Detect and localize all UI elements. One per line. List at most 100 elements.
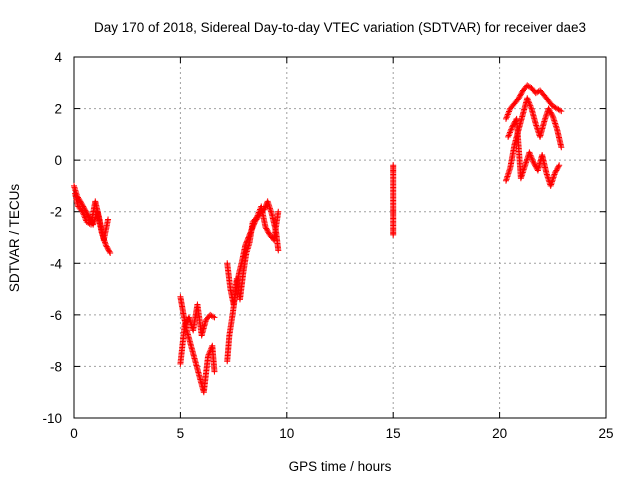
data-points bbox=[71, 82, 565, 396]
data-point bbox=[510, 122, 517, 129]
data-point bbox=[106, 248, 113, 255]
x-tick-label: 10 bbox=[279, 426, 294, 441]
data-point bbox=[505, 132, 512, 139]
data-point bbox=[504, 111, 511, 118]
y-tick-label: -8 bbox=[50, 359, 62, 374]
data-point bbox=[507, 128, 514, 135]
data-point bbox=[508, 126, 515, 133]
data-point bbox=[80, 210, 87, 217]
data-point bbox=[556, 162, 563, 169]
data-point bbox=[556, 107, 563, 114]
x-tick-label: 15 bbox=[386, 426, 401, 441]
data-point bbox=[517, 91, 524, 98]
data-point bbox=[105, 246, 112, 253]
x-tick-label: 0 bbox=[70, 426, 78, 441]
y-tick-label: -4 bbox=[50, 256, 62, 271]
x-tick-label: 20 bbox=[492, 426, 507, 441]
data-point bbox=[527, 102, 534, 109]
data-point bbox=[515, 95, 522, 102]
data-point bbox=[210, 313, 217, 320]
data-point bbox=[546, 106, 553, 113]
data-point bbox=[102, 242, 109, 249]
data-point bbox=[552, 168, 559, 175]
x-tick-label: 25 bbox=[598, 426, 613, 441]
data-point bbox=[502, 115, 509, 122]
axis-ticks: 0 5 10 15 20 25 -10 -8 -6 -4 -2 0 2 4 bbox=[42, 50, 613, 441]
data-point bbox=[510, 121, 517, 128]
data-point bbox=[390, 231, 397, 238]
data-point bbox=[81, 214, 88, 221]
data-point bbox=[548, 110, 555, 117]
data-point bbox=[275, 208, 282, 215]
x-tick-label: 5 bbox=[177, 426, 185, 441]
data-point bbox=[545, 105, 552, 112]
data-point bbox=[103, 243, 110, 250]
x-axis-label: GPS time / hours bbox=[289, 459, 392, 474]
data-point bbox=[254, 212, 261, 219]
data-point bbox=[506, 129, 513, 136]
plot-frame bbox=[73, 56, 607, 419]
data-point bbox=[528, 153, 535, 160]
data-point bbox=[79, 208, 86, 215]
data-point bbox=[263, 226, 270, 233]
y-tick-label: 0 bbox=[54, 153, 62, 168]
data-point bbox=[527, 104, 534, 111]
data-point bbox=[529, 156, 536, 163]
data-point bbox=[82, 216, 89, 223]
data-point bbox=[107, 249, 114, 256]
data-point bbox=[508, 125, 515, 132]
data-point bbox=[547, 109, 554, 116]
data-point bbox=[211, 314, 218, 321]
data-point bbox=[526, 101, 533, 108]
y-tick-label: -6 bbox=[50, 308, 62, 323]
data-point bbox=[506, 108, 513, 115]
data-point bbox=[527, 152, 534, 159]
y-tick-label: -2 bbox=[50, 205, 62, 220]
chart-title: Day 170 of 2018, Sidereal Day-to-day VTE… bbox=[94, 20, 586, 35]
data-point bbox=[211, 368, 218, 375]
data-point bbox=[104, 244, 111, 251]
data-point bbox=[275, 247, 282, 254]
data-point bbox=[516, 93, 523, 100]
data-point bbox=[263, 225, 270, 232]
data-point bbox=[506, 130, 513, 137]
data-point bbox=[531, 161, 538, 168]
data-point bbox=[551, 170, 558, 177]
data-point bbox=[517, 92, 524, 99]
data-point bbox=[182, 320, 189, 327]
data-point bbox=[528, 155, 535, 162]
data-point bbox=[530, 159, 537, 166]
y-tick-label: -10 bbox=[42, 411, 62, 426]
y-tick-label: 4 bbox=[54, 50, 62, 65]
data-point bbox=[505, 133, 512, 140]
data-point bbox=[504, 112, 511, 119]
data-point bbox=[524, 96, 531, 103]
data-point bbox=[264, 228, 271, 235]
data-point bbox=[105, 247, 112, 254]
data-point bbox=[254, 213, 261, 220]
data-point bbox=[526, 149, 533, 156]
data-point bbox=[558, 144, 565, 151]
y-axis-label: SDTVAR / TECUs bbox=[7, 184, 22, 293]
data-point bbox=[525, 98, 532, 105]
data-point bbox=[181, 322, 188, 329]
data-point bbox=[554, 164, 561, 171]
data-point bbox=[558, 108, 565, 115]
data-point bbox=[527, 150, 533, 157]
data-point bbox=[262, 224, 269, 231]
data-point bbox=[555, 163, 562, 170]
data-point bbox=[205, 353, 212, 360]
data-point bbox=[530, 158, 537, 165]
data-point bbox=[554, 166, 561, 173]
y-tick-label: 2 bbox=[54, 102, 62, 117]
data-point bbox=[518, 90, 525, 97]
data-point bbox=[80, 211, 87, 218]
data-point bbox=[549, 112, 556, 119]
data-point bbox=[553, 167, 560, 174]
grid bbox=[74, 57, 606, 418]
data-point bbox=[503, 114, 510, 121]
data-point bbox=[81, 213, 88, 220]
data-point bbox=[105, 216, 112, 223]
data-point bbox=[183, 319, 190, 326]
